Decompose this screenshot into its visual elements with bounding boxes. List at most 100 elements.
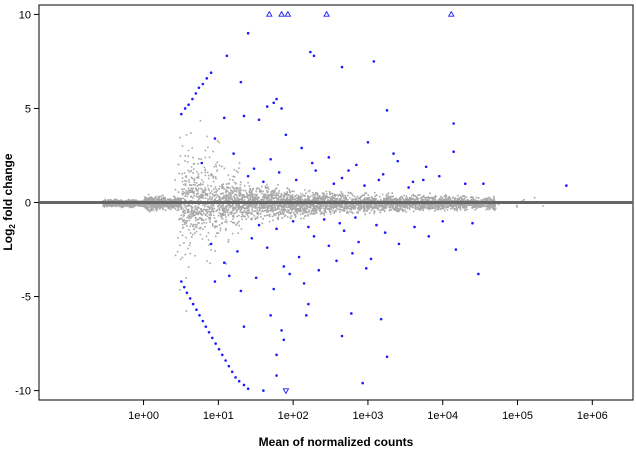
data-point <box>254 276 258 280</box>
y-axis-title-subscript: 2 <box>8 224 17 229</box>
x-axis: 1e+00 1e+01 1e+02 1e+03 1e+04 1e+05 1e+06 <box>128 400 608 422</box>
data-point <box>280 107 283 110</box>
data-point <box>377 178 381 182</box>
data-point <box>275 374 278 377</box>
data-point <box>242 114 246 118</box>
data-point <box>262 180 265 184</box>
data-point <box>246 31 250 35</box>
data-point <box>477 272 480 276</box>
data-point <box>278 10 285 17</box>
data-point <box>351 251 354 255</box>
data-point <box>323 10 330 17</box>
data-point <box>322 218 326 221</box>
data-point <box>209 71 213 75</box>
data-point <box>265 246 269 249</box>
data-point <box>385 355 389 359</box>
data-point <box>205 77 209 80</box>
data-point <box>312 235 316 238</box>
data-point <box>312 54 316 58</box>
data-point <box>225 54 229 58</box>
data-point <box>183 107 187 110</box>
data-point <box>200 161 204 165</box>
data-point <box>361 381 364 385</box>
data-point <box>427 235 431 238</box>
data-point <box>355 163 358 167</box>
data-point <box>340 65 344 69</box>
data-point <box>366 141 370 144</box>
data-point <box>385 109 389 112</box>
data-point <box>340 334 344 338</box>
data-point <box>207 330 211 334</box>
data-point <box>201 319 205 323</box>
y-axis: -10 -5 0 5 10 <box>15 9 39 398</box>
data-point <box>191 97 194 101</box>
data-point <box>222 261 226 264</box>
data-point <box>381 172 385 176</box>
data-point <box>305 314 308 317</box>
data-point <box>227 364 231 368</box>
data-point <box>354 216 357 219</box>
data-point <box>198 314 201 317</box>
data-point <box>284 10 292 17</box>
data-point <box>230 370 234 374</box>
significant-points <box>180 10 568 395</box>
data-point <box>307 225 310 229</box>
data-point <box>309 50 312 54</box>
data-point <box>239 80 243 84</box>
data-point <box>357 240 360 244</box>
data-point <box>310 161 314 165</box>
data-point <box>272 101 276 105</box>
data-point <box>383 231 387 234</box>
data-point <box>237 379 241 383</box>
data-point <box>342 229 346 233</box>
data-point <box>454 248 458 251</box>
data-point <box>269 157 272 161</box>
data-point <box>396 159 399 163</box>
data-point <box>411 180 415 184</box>
data-point <box>482 182 485 185</box>
data-point <box>272 287 276 291</box>
data-point <box>307 302 310 306</box>
data-point <box>340 176 344 180</box>
data-point <box>277 171 281 174</box>
data-point <box>224 359 227 362</box>
data-point <box>182 285 186 289</box>
data-point <box>350 312 353 315</box>
data-point <box>282 338 286 342</box>
data-point <box>302 282 306 285</box>
data-point <box>242 383 246 387</box>
data-point <box>379 317 383 321</box>
y-tick-label: 0 <box>25 198 31 210</box>
x-tick-label: 1e+04 <box>427 410 458 422</box>
data-point <box>257 118 261 122</box>
data-point <box>424 165 428 169</box>
data-point <box>314 169 317 172</box>
data-point <box>413 225 416 229</box>
data-point <box>180 112 183 116</box>
data-point <box>185 291 189 295</box>
x-tick-label: 1e+01 <box>203 410 234 422</box>
data-point <box>297 255 301 259</box>
data-point <box>282 265 286 268</box>
data-point <box>375 223 378 227</box>
data-point <box>275 97 278 101</box>
data-point <box>363 184 366 187</box>
data-point <box>347 169 350 172</box>
x-axis-title: Mean of normalized counts <box>259 435 414 449</box>
data-point <box>269 314 272 317</box>
data-point <box>471 221 474 225</box>
data-point <box>291 220 295 223</box>
data-point <box>452 150 455 154</box>
data-point <box>222 116 226 120</box>
data-point <box>397 242 401 246</box>
data-point <box>213 137 217 140</box>
data-point <box>195 308 198 312</box>
data-point <box>262 389 265 392</box>
data-point <box>332 182 336 185</box>
data-point <box>257 223 261 227</box>
data-point <box>246 174 250 178</box>
data-point <box>447 10 455 17</box>
x-tick-label: 1e+05 <box>502 410 533 422</box>
data-point <box>335 259 338 263</box>
data-point <box>221 353 224 357</box>
